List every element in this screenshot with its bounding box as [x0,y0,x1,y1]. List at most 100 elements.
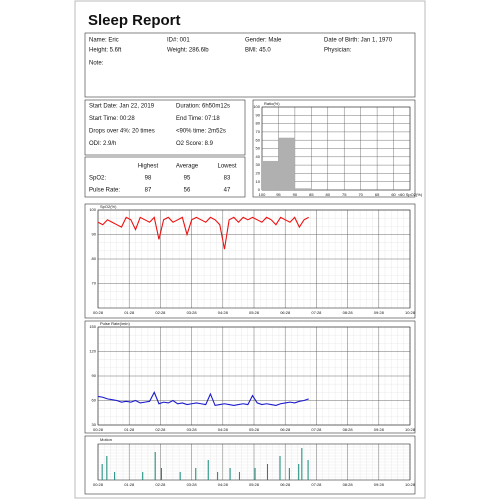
stats-header: Highest [138,164,159,170]
x-tick-label: 70 [358,192,363,197]
stats-value: 87 [145,188,152,194]
x-tick-label: 06:28 [280,482,291,487]
y-tick-label: 10 [256,179,261,184]
info-field: ID#: 001 [167,38,190,44]
x-tick-label: 02:28 [155,427,166,432]
x-tick-label: 10:28 [405,482,416,487]
x-tick-label: <60 SpO2(%) [398,192,423,197]
histogram-box [252,99,416,198]
y-tick-label: 70 [256,129,261,134]
stats-value: 56 [184,188,191,194]
y-tick-label: 30 [256,162,261,167]
trace [98,391,309,407]
x-tick-label: 00:28 [93,482,104,487]
summary-box [84,99,246,156]
chart-title: Ratio(%) [264,101,280,106]
info-field: Weight: 286.6lb [167,48,209,54]
info-field: Date of Birth: Jan 1, 1970 [324,38,393,44]
motion-box [84,435,416,495]
x-tick-label: 01:28 [124,427,135,432]
spo2-box [84,203,416,319]
x-tick-label: 00:28 [93,427,104,432]
x-tick-label: 04:28 [218,310,229,315]
x-tick-label: 01:28 [124,482,135,487]
bar [262,160,279,190]
plot-frame [97,326,411,426]
info-field: Physician: [324,48,352,54]
chart-title: Motion [100,437,112,442]
x-tick-label: 04:28 [218,427,229,432]
x-tick-label: 02:28 [155,482,166,487]
plot-frame [261,106,411,191]
y-tick-label: 50 [256,146,261,151]
x-tick-label: 09:28 [374,310,385,315]
summary-field: Start Time: 00:28 [89,116,135,122]
y-tick-label: 90 [256,112,261,117]
x-tick-label: 10:28 [405,310,416,315]
info-field: Gender: Male [245,38,282,44]
summary-field: Start Date: Jan 22, 2019 [89,104,155,110]
x-tick-label: 08:28 [343,310,354,315]
x-tick-label: 03:28 [187,482,198,487]
info-field: Height: 5.6ft [89,48,122,54]
x-tick-label: 100 [259,192,266,197]
y-tick-label: 60 [92,398,97,403]
x-tick-label: 09:28 [374,427,385,432]
summary-field: Duration: 6h50m12s [176,104,230,110]
y-tick-label: 80 [256,121,261,126]
x-tick-label: 05:28 [249,310,260,315]
trace [97,216,309,250]
stats-header: Average [176,164,199,170]
x-tick-label: 90 [293,192,298,197]
info-field: Name: Eric [89,38,119,44]
stats-value: 47 [224,188,231,194]
x-tick-label: 80 [326,192,331,197]
plot-frame [97,209,411,309]
x-tick-label: 03:28 [187,310,198,315]
x-tick-label: 02:28 [155,310,166,315]
stats-box [84,156,246,198]
x-tick-label: 04:28 [218,482,229,487]
x-tick-label: 07:28 [311,482,322,487]
y-tick-label: 100 [253,104,260,109]
stats-label: Pulse Rate: [89,188,120,194]
bar [278,137,295,190]
x-tick-label: 00:28 [93,310,104,315]
pulse-box [84,320,416,434]
y-tick-label: 150 [89,324,96,329]
x-tick-label: 65 [375,192,380,197]
summary-field: <90% time: 2m52s [176,129,226,135]
report-title: Sleep Report [88,12,181,29]
y-tick-label: 30 [92,422,97,427]
stats-value: 83 [224,176,231,182]
chart-title: Pulse Rate(/min) [100,321,130,326]
summary-field: End Time: 07:18 [176,116,220,122]
plot-frame [97,443,411,481]
info-field: Note: [89,61,104,67]
y-tick-label: 40 [256,154,261,159]
stats-value: 98 [145,176,152,182]
y-tick-label: 0 [258,187,261,192]
x-tick-label: 01:28 [124,310,135,315]
x-tick-label: 07:28 [311,310,322,315]
x-tick-label: 09:28 [374,482,385,487]
x-tick-label: 10:28 [405,427,416,432]
stats-header: Lowest [217,164,236,170]
y-tick-label: 90 [92,373,97,378]
y-tick-label: 20 [256,170,261,175]
x-tick-label: 06:28 [280,310,291,315]
y-tick-label: 60 [256,137,261,142]
y-tick-label: 90 [92,232,97,237]
x-tick-label: 75 [342,192,347,197]
x-tick-label: 60 [391,192,396,197]
summary-field: ODI: 2.9/h [89,141,116,147]
y-tick-label: 100 [89,207,96,212]
x-tick-label: 08:28 [343,427,354,432]
paper [74,0,426,499]
x-tick-label: 07:28 [311,427,322,432]
y-tick-label: 120 [89,349,96,354]
chart-title: SpO2(%) [100,204,117,209]
info-box [84,32,416,98]
y-tick-label: 80 [92,256,97,261]
